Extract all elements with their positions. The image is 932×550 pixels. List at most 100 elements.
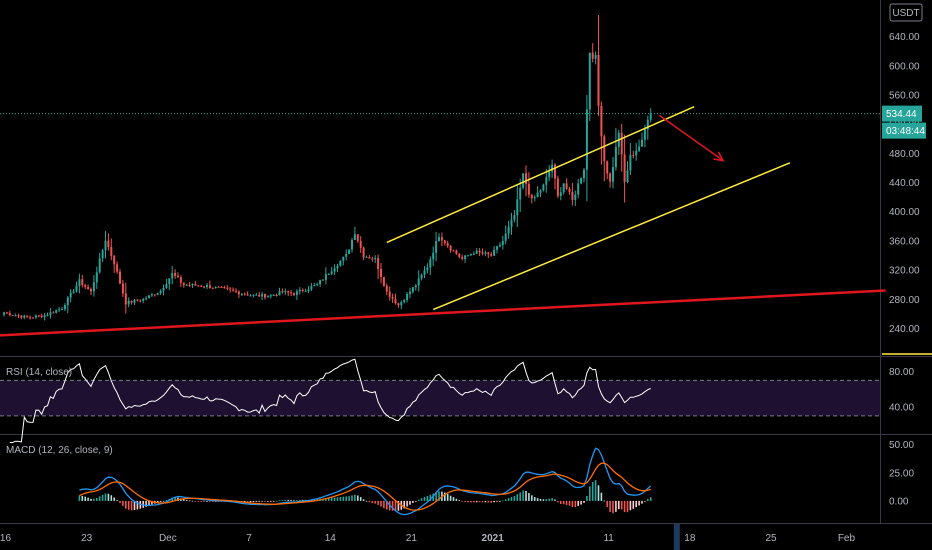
time-tick-label: 21: [406, 533, 418, 544]
macd-histogram-bar: [301, 499, 304, 501]
candle: [246, 291, 249, 296]
candle: [194, 281, 197, 286]
candle: [359, 236, 362, 253]
macd-histogram-bar: [206, 500, 208, 502]
macd-histogram-bar: [336, 497, 339, 501]
macd-histogram-bar: [351, 495, 353, 501]
macd-histogram-bar: [275, 500, 278, 502]
candle: [90, 287, 92, 295]
macd-histogram-bar: [278, 500, 281, 502]
candle: [266, 295, 269, 298]
rsi-band: [0, 379, 880, 417]
candle: [530, 194, 533, 204]
candle: [498, 242, 501, 248]
candle: [623, 134, 626, 203]
macd-histogram-bar: [635, 500, 637, 508]
candle: [533, 195, 536, 202]
candle: [583, 167, 585, 183]
candle: [290, 289, 293, 297]
candle: [203, 285, 206, 289]
macd-pane[interactable]: [0, 435, 880, 523]
macd-histogram-bar: [449, 495, 452, 501]
macd-histogram-bar: [188, 500, 191, 502]
last-price-badge: 534.44: [882, 105, 922, 122]
candle: [516, 185, 519, 227]
price-tick-label: 360.00: [889, 236, 920, 247]
macd-histogram-bar: [197, 500, 200, 502]
macd-histogram-bar: [406, 500, 408, 507]
candle: [594, 51, 597, 65]
candle: [423, 266, 426, 279]
candle: [426, 263, 429, 274]
macd-histogram-bar: [249, 500, 252, 503]
candle: [362, 246, 365, 261]
rsi-title[interactable]: RSI (14, close): [6, 367, 72, 378]
macd-histogram-bar: [438, 491, 440, 501]
macd-histogram-bar: [464, 500, 466, 502]
channel-lower-line[interactable]: [432, 162, 791, 311]
macd-histogram-bar: [557, 500, 559, 503]
macd-histogram-bar: [185, 499, 188, 501]
macd-histogram-bar: [293, 500, 295, 502]
price-pane[interactable]: [0, 0, 880, 356]
candle: [150, 292, 153, 297]
price-axis[interactable]: 640.00600.00560.00520.00480.00440.00400.…: [0, 32, 920, 335]
currency-button[interactable]: USDT: [889, 3, 923, 22]
candle: [29, 315, 32, 320]
macd-histogram-bar: [110, 495, 113, 501]
macd-histogram-bar: [415, 500, 417, 502]
candle: [484, 250, 487, 257]
macd-histogram-bar: [475, 500, 478, 503]
candle: [493, 245, 496, 257]
candle: [478, 248, 481, 257]
macd-histogram-bar: [122, 500, 124, 506]
macd-histogram-bar: [586, 495, 588, 501]
candle: [75, 281, 78, 293]
candle: [197, 284, 200, 287]
macd-histogram-bar: [377, 500, 379, 505]
candle: [110, 238, 113, 261]
channel-upper-line[interactable]: [386, 105, 695, 244]
candle: [507, 220, 510, 239]
candle: [287, 290, 290, 296]
macd-histogram-bar: [136, 500, 139, 510]
macd-tick-label: 50.00: [889, 440, 914, 451]
candle: [356, 234, 359, 243]
candle: [385, 283, 388, 296]
candle: [295, 289, 298, 300]
projection-arrow[interactable]: [658, 114, 725, 162]
macd-histogram-bar: [194, 500, 197, 502]
candle: [455, 249, 458, 255]
macd-histogram-bar: [545, 499, 548, 501]
macd-histogram-bar: [536, 498, 539, 501]
candle: [206, 283, 208, 290]
macd-histogram-bar: [84, 496, 86, 501]
support-trend-line[interactable]: [0, 289, 886, 337]
time-axis[interactable]: 16 23 Dec 7 14 21 2021 11 18 25 Feb: [0, 524, 856, 550]
macd-histogram-bar: [429, 494, 432, 501]
candle: [232, 287, 235, 292]
candle: [255, 292, 258, 296]
candle: [211, 287, 214, 290]
time-tick-label: 18: [684, 533, 696, 544]
candle: [481, 248, 484, 256]
macd-histogram-bar: [455, 498, 458, 501]
candle: [490, 251, 493, 257]
candle: [220, 286, 223, 288]
candle: [591, 43, 594, 63]
candle: [98, 252, 101, 274]
candle: [104, 230, 107, 259]
rsi-line: [9, 358, 651, 443]
macd-histogram-bar: [473, 500, 475, 503]
macd-histogram-bar: [597, 485, 600, 501]
candle: [168, 278, 171, 291]
macd-histogram-bar: [574, 500, 577, 508]
candle: [501, 235, 504, 250]
drawing-tools[interactable]: [0, 105, 932, 355]
candle: [188, 282, 191, 288]
candle: [324, 267, 327, 285]
candle: [258, 291, 261, 297]
macd-title[interactable]: MACD (12, 26, close, 9): [6, 445, 113, 456]
macd-histogram-bar: [348, 496, 350, 501]
